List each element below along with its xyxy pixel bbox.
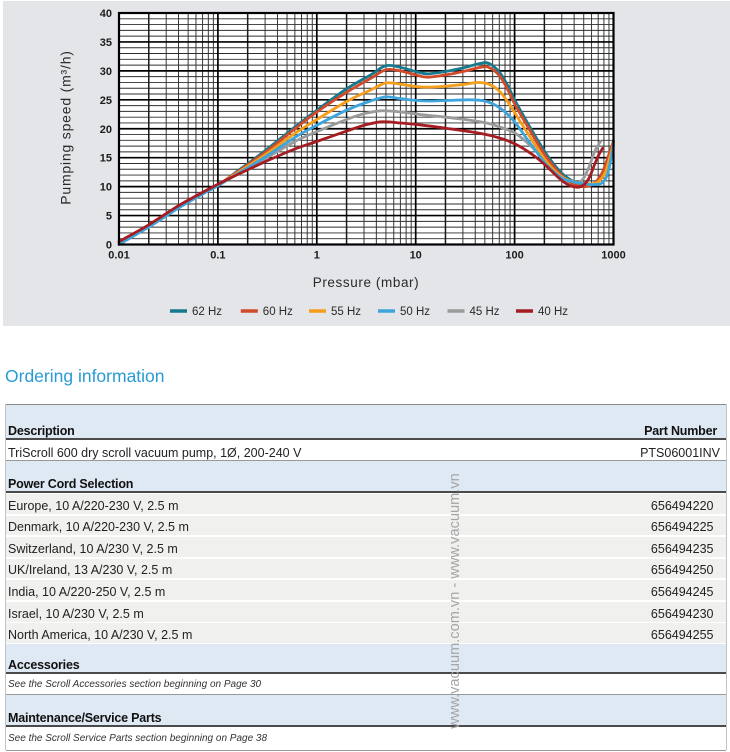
svg-text:10: 10	[100, 182, 112, 194]
svg-text:Pressure (mbar): Pressure (mbar)	[313, 275, 420, 290]
svg-text:Pumping speed (m³/h): Pumping speed (m³/h)	[58, 50, 74, 205]
svg-text:1: 1	[314, 250, 320, 262]
svg-text:40: 40	[100, 8, 112, 20]
svg-text:10: 10	[410, 250, 422, 262]
svg-text:60 Hz: 60 Hz	[263, 306, 293, 318]
svg-text:0: 0	[106, 240, 112, 252]
svg-text:15: 15	[100, 153, 112, 165]
svg-text:5: 5	[106, 211, 112, 223]
svg-text:50 Hz: 50 Hz	[400, 306, 430, 318]
svg-text:55 Hz: 55 Hz	[331, 306, 361, 318]
svg-text:40 Hz: 40 Hz	[538, 306, 568, 318]
svg-text:35: 35	[100, 37, 112, 49]
svg-text:25: 25	[100, 95, 112, 107]
svg-text:0.01: 0.01	[108, 250, 129, 262]
svg-text:62 Hz: 62 Hz	[192, 306, 222, 318]
svg-text:45 Hz: 45 Hz	[470, 306, 500, 318]
svg-text:100: 100	[505, 250, 523, 262]
svg-text:30: 30	[100, 66, 112, 78]
svg-text:1000: 1000	[601, 250, 625, 262]
svg-text:20: 20	[100, 124, 112, 136]
svg-text:0.1: 0.1	[210, 250, 225, 262]
